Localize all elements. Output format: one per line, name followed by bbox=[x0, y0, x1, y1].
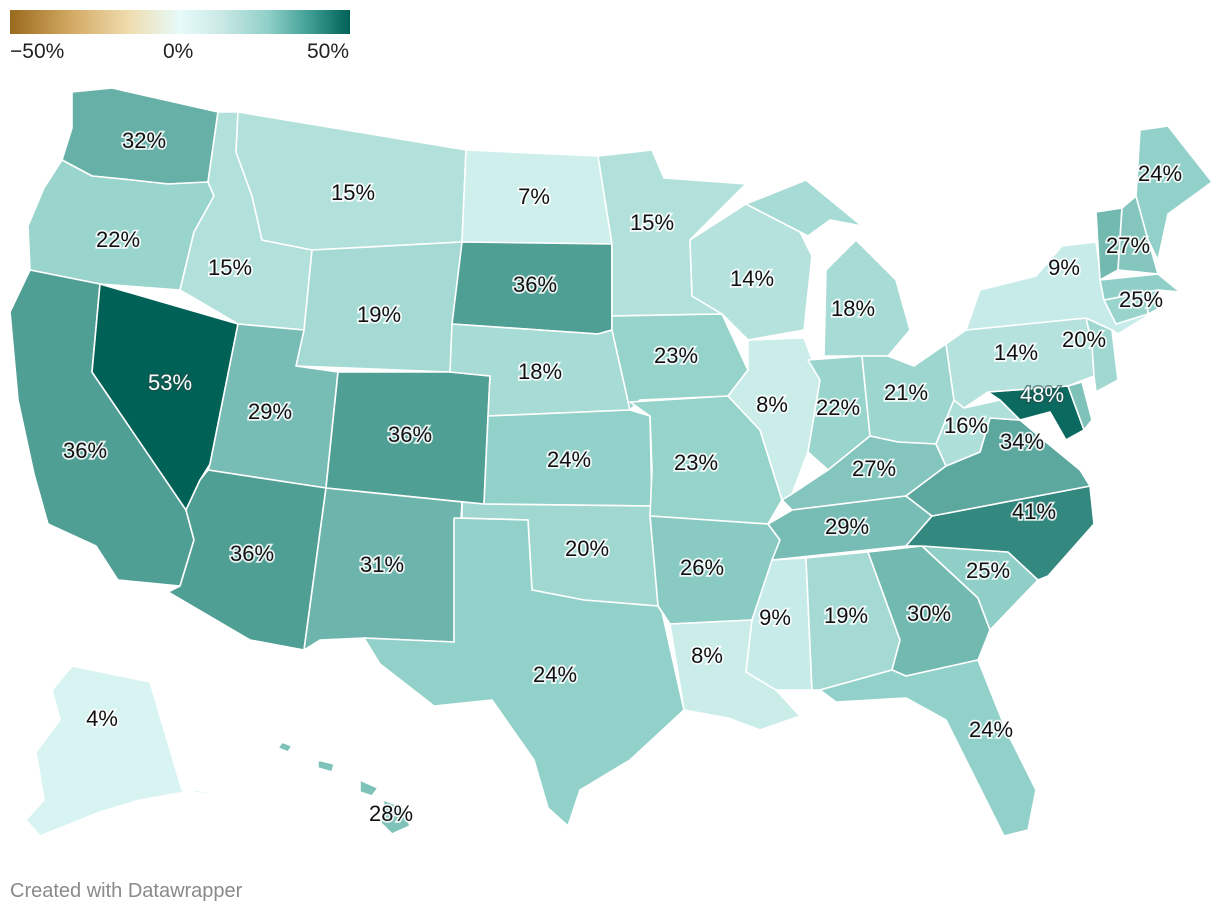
label-MS: 9% bbox=[759, 605, 791, 630]
label-HI: 28% bbox=[369, 801, 413, 826]
label-CO: 36% bbox=[388, 422, 432, 447]
color-legend: −50% 0% 50% bbox=[10, 10, 350, 63]
label-WA: 32% bbox=[122, 128, 166, 153]
label-AZ: 36% bbox=[230, 541, 274, 566]
state-NH[interactable] bbox=[1117, 195, 1159, 275]
state-TX[interactable] bbox=[363, 517, 685, 827]
label-MN: 15% bbox=[630, 210, 674, 235]
label-TX: 24% bbox=[533, 662, 577, 687]
legend-mid-label: 0% bbox=[163, 40, 194, 63]
label-KY: 27% bbox=[852, 456, 896, 481]
label-WY: 19% bbox=[357, 302, 401, 327]
label-IL: 8% bbox=[756, 392, 788, 417]
label-OR: 22% bbox=[96, 227, 140, 252]
label-PA: 14% bbox=[994, 340, 1038, 365]
legend-max-label: 50% bbox=[307, 40, 350, 63]
label-AL: 19% bbox=[824, 603, 868, 628]
label-SC: 25% bbox=[966, 558, 1010, 583]
label-MT: 15% bbox=[331, 180, 375, 205]
label-IN: 22% bbox=[816, 395, 860, 420]
label-AK: 4% bbox=[86, 706, 118, 731]
label-NC: 41% bbox=[1012, 499, 1056, 524]
label-ID: 15% bbox=[208, 255, 252, 280]
label-NY: 9% bbox=[1048, 255, 1080, 280]
label-OK: 20% bbox=[565, 536, 609, 561]
label-CA: 36% bbox=[63, 438, 107, 463]
label-NJ: 20% bbox=[1062, 327, 1106, 352]
state-AK[interactable] bbox=[25, 665, 241, 837]
label-NM: 31% bbox=[360, 552, 404, 577]
label-MD: 48% bbox=[1020, 382, 1064, 407]
label-NH: 27% bbox=[1106, 233, 1150, 258]
label-WV: 16% bbox=[944, 413, 988, 438]
label-TN: 29% bbox=[825, 514, 869, 539]
label-KS: 24% bbox=[547, 447, 591, 472]
label-AR: 26% bbox=[680, 555, 724, 580]
label-MA: 25% bbox=[1119, 287, 1163, 312]
label-VA: 34% bbox=[1000, 429, 1044, 454]
label-ND: 7% bbox=[518, 184, 550, 209]
legend-min-label: −50% bbox=[10, 40, 65, 63]
label-WI: 14% bbox=[730, 266, 774, 291]
label-UT: 29% bbox=[248, 399, 292, 424]
state-DE[interactable] bbox=[1067, 381, 1093, 431]
label-IA: 23% bbox=[654, 343, 698, 368]
state-HI[interactable] bbox=[277, 741, 411, 835]
state-MI[interactable] bbox=[745, 179, 911, 357]
label-NV: 53% bbox=[148, 370, 192, 395]
legend-gradient-bar bbox=[10, 10, 350, 34]
state-FL[interactable] bbox=[819, 659, 1037, 837]
state-ME[interactable] bbox=[1135, 125, 1213, 261]
label-ME: 24% bbox=[1138, 161, 1182, 186]
label-FL: 24% bbox=[969, 717, 1013, 742]
label-OH: 21% bbox=[884, 380, 928, 405]
label-MI: 18% bbox=[831, 296, 875, 321]
state-WY[interactable] bbox=[295, 241, 463, 373]
label-SD: 36% bbox=[513, 272, 557, 297]
label-MO: 23% bbox=[674, 450, 718, 475]
credit-text: Created with Datawrapper bbox=[10, 880, 243, 902]
label-LA: 8% bbox=[691, 643, 723, 668]
label-NE: 18% bbox=[518, 359, 562, 384]
label-GA: 30% bbox=[907, 601, 951, 626]
